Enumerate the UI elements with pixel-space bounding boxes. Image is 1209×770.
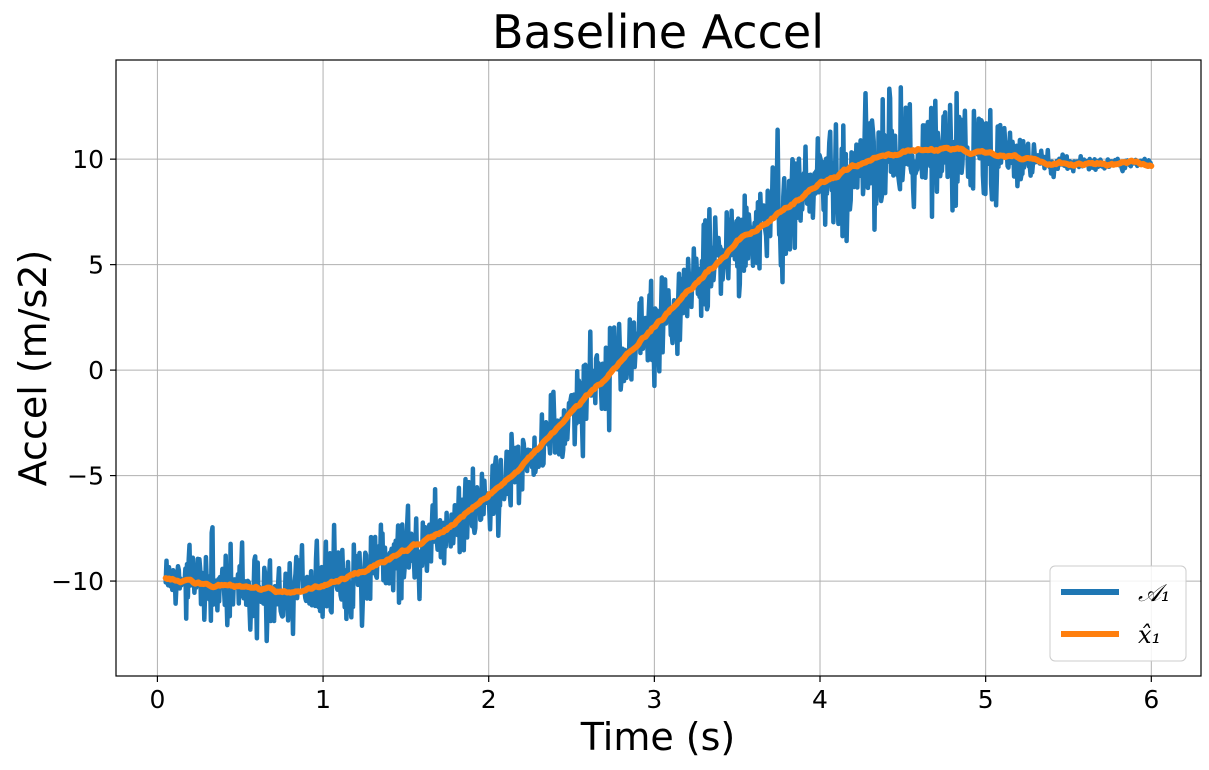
x-tick-label: 4 [812,685,828,714]
x-tick-label: 3 [646,685,662,714]
x-axis-label: Time (s) [580,715,736,759]
series-line-2 [162,144,1155,596]
y-tick-label: 0 [88,356,104,385]
y-tick-label: 5 [88,251,104,280]
ticks: 0 1 2 3 4 5 6 −10 −5 0 5 10 [51,145,1159,714]
y-tick-label: 10 [72,145,104,174]
y-tick-label: −10 [51,567,104,596]
y-tick-label: −5 [67,462,104,491]
plot-frame [115,59,1202,677]
x-tick-label: 2 [481,685,497,714]
legend-label-series-2: x̂₁ [1138,621,1161,649]
series-line-1 [163,85,1154,644]
chart-title: Baseline Accel [492,5,824,59]
x-tick-label: 5 [978,685,994,714]
legend-label-series-1: 𝒜₁ [1138,579,1170,607]
y-axis-label: Accel (m/s2) [11,250,55,487]
x-tick-label: 6 [1143,685,1159,714]
x-tick-label: 1 [315,685,331,714]
x-tick-label: 0 [149,685,165,714]
legend: 𝒜₁ x̂₁ [1049,565,1187,662]
series-layer [162,85,1155,644]
